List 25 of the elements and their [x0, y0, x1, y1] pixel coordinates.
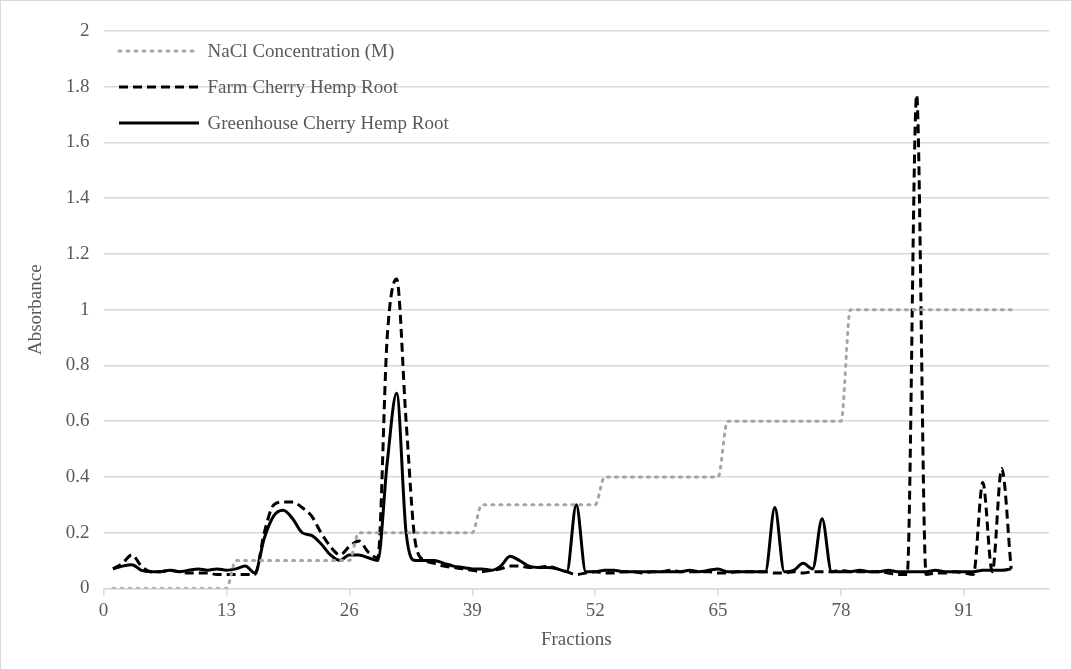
y-tick-label: 0.6 — [65, 409, 90, 431]
legend-label: Greenhouse Cherry Hemp Root — [207, 112, 449, 134]
y-tick-label: 0.2 — [65, 520, 90, 542]
y-tick-label: 1.6 — [65, 130, 90, 152]
y-axis-title: Absorbance — [24, 264, 46, 356]
x-axis-title: Fractions — [540, 627, 612, 649]
legend-label: NaCl Concentration (M) — [207, 40, 395, 62]
y-tick-label: 1 — [80, 297, 90, 319]
line-series — [111, 308, 1013, 589]
x-tick-label: 0 — [98, 598, 109, 620]
y-tick-label: 1.2 — [65, 241, 90, 263]
y-tick-label: 2 — [80, 18, 90, 40]
x-tick-label: 39 — [462, 598, 482, 620]
y-tick-label: 0.4 — [65, 464, 91, 486]
x-tick-label: 52 — [585, 598, 605, 620]
x-tick-label: 13 — [216, 598, 236, 620]
y-tick-label: 1.8 — [65, 74, 90, 96]
x-tick-label: 78 — [831, 598, 851, 620]
x-tick-label: 91 — [954, 598, 974, 620]
y-tick-label: 0 — [80, 576, 90, 598]
y-tick-label: 1.4 — [65, 186, 91, 208]
x-tick-label: 26 — [339, 598, 359, 620]
legend-label: Farm Cherry Hemp Root — [207, 76, 399, 98]
y-tick-label: 0.8 — [65, 353, 90, 375]
x-tick-label: 65 — [708, 598, 728, 620]
